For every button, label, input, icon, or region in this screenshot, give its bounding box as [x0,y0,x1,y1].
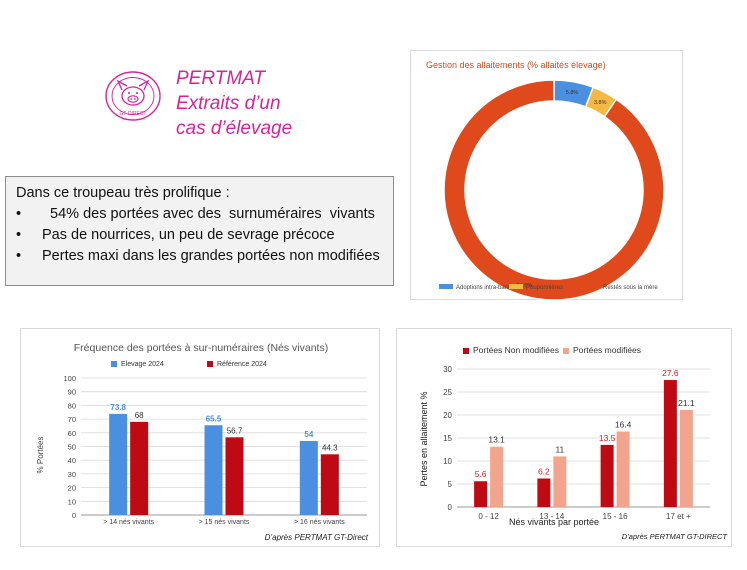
brand-line-2: Extraits d’un [176,93,281,114]
bar-value-label: 65.5 [206,414,222,423]
x-tick-label: > 14 nés vivants [103,519,154,526]
bar-chart-frequency-panel: Fréquence des portées à sur-numéraires (… [20,328,380,547]
legend-label: Portées modifiées [573,345,641,355]
donut-legend-swatch [509,284,523,289]
bar [663,380,677,507]
y-tick-label: 30 [68,470,76,479]
summary-bullet: Pertes maxi dans les grandes portées non… [16,246,383,267]
bar-value-label: 13.5 [599,433,616,443]
bar-value-label: 68 [135,411,144,420]
bar-value-label: 13.1 [488,435,505,445]
brand-title: PERTMAT Extraits d’un cas d’élevage [176,66,292,141]
brand-line-3: cas d’élevage [176,118,293,139]
y-tick-label: 0 [448,503,453,512]
brand-line-1: PERTMAT [176,68,266,89]
donut-legend-label: Adoptions intra-bande [456,285,515,291]
summary-bullet-text: Pas de nourrices, un peu de sevrage préc… [42,227,335,243]
bar-value-label: 44.3 [322,443,338,452]
bar-value-label: 11 [555,444,564,454]
logo-seal-text: GT-DIRECT [120,111,147,117]
bar [553,456,567,507]
donut-value-label: 3.8% [594,100,607,106]
y-tick-label: 90 [68,388,76,397]
bar [225,437,244,515]
donut-chart: Gestion des allaitements (% allaités éle… [426,60,665,301]
y-tick-label: 15 [443,434,452,443]
x-tick-label: > 16 nés vivants [294,519,345,526]
bar-value-label: 5.6 [475,469,487,479]
bar1-title: Fréquence des portées à sur-numéraires (… [74,342,328,354]
bar [537,478,551,507]
y-tick-label: 25 [443,388,452,397]
donut-legend-label: Pouponnières [526,285,563,291]
bar1-ylabel: % Portées [36,437,45,474]
x-tick-label: 17 et + [666,512,691,521]
legend-swatch [463,348,469,354]
donut-chart-panel: Gestion des allaitements (% allaités éle… [410,50,683,301]
x-tick-label: 15 - 16 [603,512,628,521]
y-tick-label: 20 [68,484,76,493]
summary-bullet-text: Pertes maxi dans les grandes portées non… [42,248,380,264]
y-tick-label: 20 [443,411,452,420]
bar [600,444,614,507]
bar [299,441,318,515]
bar1-source: D’après PERTMAT GT-Direct [265,533,369,542]
bar [616,431,630,507]
y-tick-label: 100 [63,374,76,383]
bar2-source: D’après PERTMAT GT-DIRECT [622,532,729,541]
donut-legend-swatch [439,284,453,289]
donut-legend-label: Restés sous la mère [603,285,658,291]
donut-chart-title: Gestion des allaitements (% allaités éle… [426,60,606,70]
bar-value-label: 56.7 [227,426,243,435]
bar-value-label: 73.8 [110,403,126,412]
bar [490,446,504,507]
x-tick-label: 0 - 12 [478,512,499,521]
legend-label: Référence 2024 [217,361,267,368]
pertmat-logo: GT-DIRECT [104,70,162,122]
y-tick-label: 60 [68,429,76,438]
bar-chart-losses: Pertes en allaitement % Nés vivants par … [419,345,729,541]
bar-value-label: 21.1 [678,398,695,408]
bar [474,481,488,507]
legend-label: Elevage 2024 [121,361,164,368]
y-tick-label: 40 [68,456,76,465]
y-tick-label: 30 [443,365,452,374]
summary-bullet: 54% des portées avec des surnuméraires v… [16,204,383,225]
bar [204,425,223,515]
y-tick-label: 50 [68,443,76,452]
bar-value-label: 54 [304,430,313,439]
bar [109,413,128,515]
y-tick-label: 10 [68,497,76,506]
bar-value-label: 16.4 [615,420,632,430]
y-tick-label: 5 [448,480,453,489]
y-tick-label: 0 [72,511,76,520]
bar [320,454,339,515]
bar-value-label: 6.2 [538,466,550,476]
summary-bullet-text: 54% des portées avec des surnuméraires v… [42,206,375,222]
legend-swatch [207,361,213,367]
summary-box: Dans ce troupeau très prolifique : 54% d… [5,176,394,286]
legend-label: Portées Non modifiées [473,345,559,355]
bar2-xlabel: Nés vivants par portée [509,517,599,527]
donut-slice [443,79,665,301]
summary-heading: Dans ce troupeau très prolifique : [16,185,230,201]
summary-bullet: Pas de nourrices, un peu de sevrage préc… [16,225,383,246]
x-tick-label: > 15 nés vivants [199,519,250,526]
donut-value-label: 5.8% [566,90,579,96]
y-tick-label: 70 [68,415,76,424]
donut-legend-swatch [586,284,600,289]
legend-swatch [563,348,569,354]
legend-swatch [111,361,117,367]
y-tick-label: 10 [443,457,452,466]
donut-value-label: 90.5% [517,283,533,289]
bar-chart-losses-panel: Pertes en allaitement % Nés vivants par … [396,328,732,547]
bar [679,409,693,507]
x-tick-label: 13 - 14 [539,512,564,521]
bar-chart-frequency: Fréquence des portées à sur-numéraires (… [36,342,369,542]
bar [130,421,149,515]
y-tick-label: 80 [68,401,76,410]
summary-list: 54% des portées avec des surnuméraires v… [16,204,383,267]
bar-value-label: 27.6 [662,368,679,378]
bar2-ylabel: Pertes en allaitement % [419,391,429,486]
